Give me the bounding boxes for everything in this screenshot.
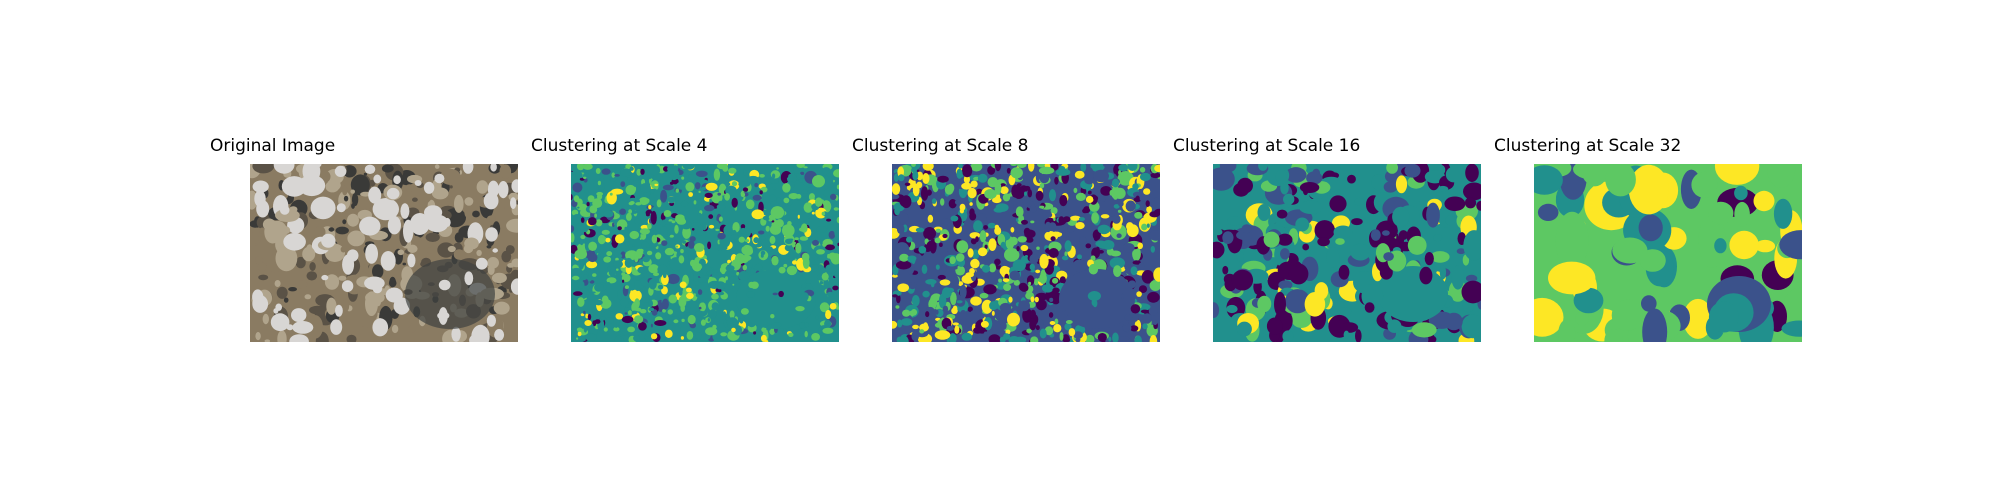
cluster-map-scale-4 [571, 164, 839, 342]
panel-title: Original Image [210, 136, 336, 156]
panel-title: Clustering at Scale 16 [1173, 136, 1361, 156]
panel-title: Clustering at Scale 8 [852, 136, 1029, 156]
cluster-map-scale-8 [892, 164, 1160, 342]
cluster-map-scale-16 [1213, 164, 1481, 342]
cluster-map-scale-32 [1534, 164, 1802, 342]
original-image [250, 164, 518, 342]
panel-title: Clustering at Scale 4 [531, 136, 708, 156]
panel-title: Clustering at Scale 32 [1494, 136, 1682, 156]
